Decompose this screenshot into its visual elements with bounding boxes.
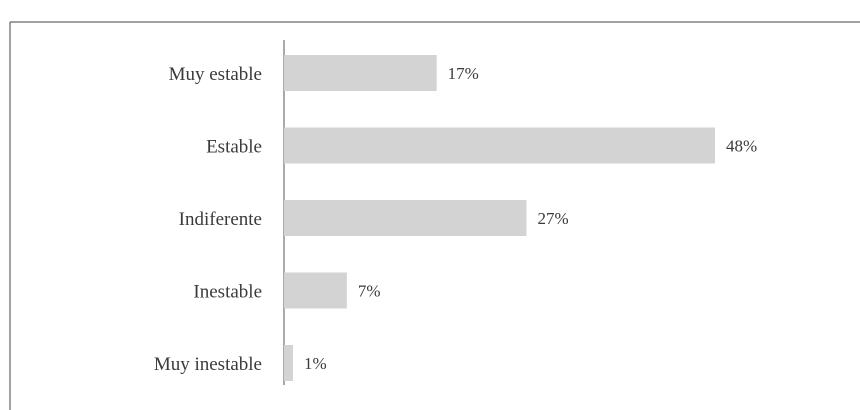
category-label: Muy estable (169, 64, 262, 85)
category-label: Indiferente (179, 209, 262, 230)
bar (284, 345, 293, 381)
category-label: Estable (206, 137, 262, 158)
value-label: 27% (537, 209, 568, 228)
value-label: 48% (726, 137, 757, 156)
value-label: 1% (304, 354, 327, 373)
bars-layer: Muy estable 17% Estable 48% Indiferente 27% In… (154, 55, 757, 381)
bar (284, 55, 437, 91)
bar (284, 272, 347, 309)
value-label: 17% (448, 64, 479, 83)
bar (284, 127, 715, 164)
bar (284, 200, 527, 236)
category-label: Muy inestable (154, 354, 262, 375)
category-label: Inestable (193, 282, 262, 303)
value-label: 7% (358, 282, 381, 301)
